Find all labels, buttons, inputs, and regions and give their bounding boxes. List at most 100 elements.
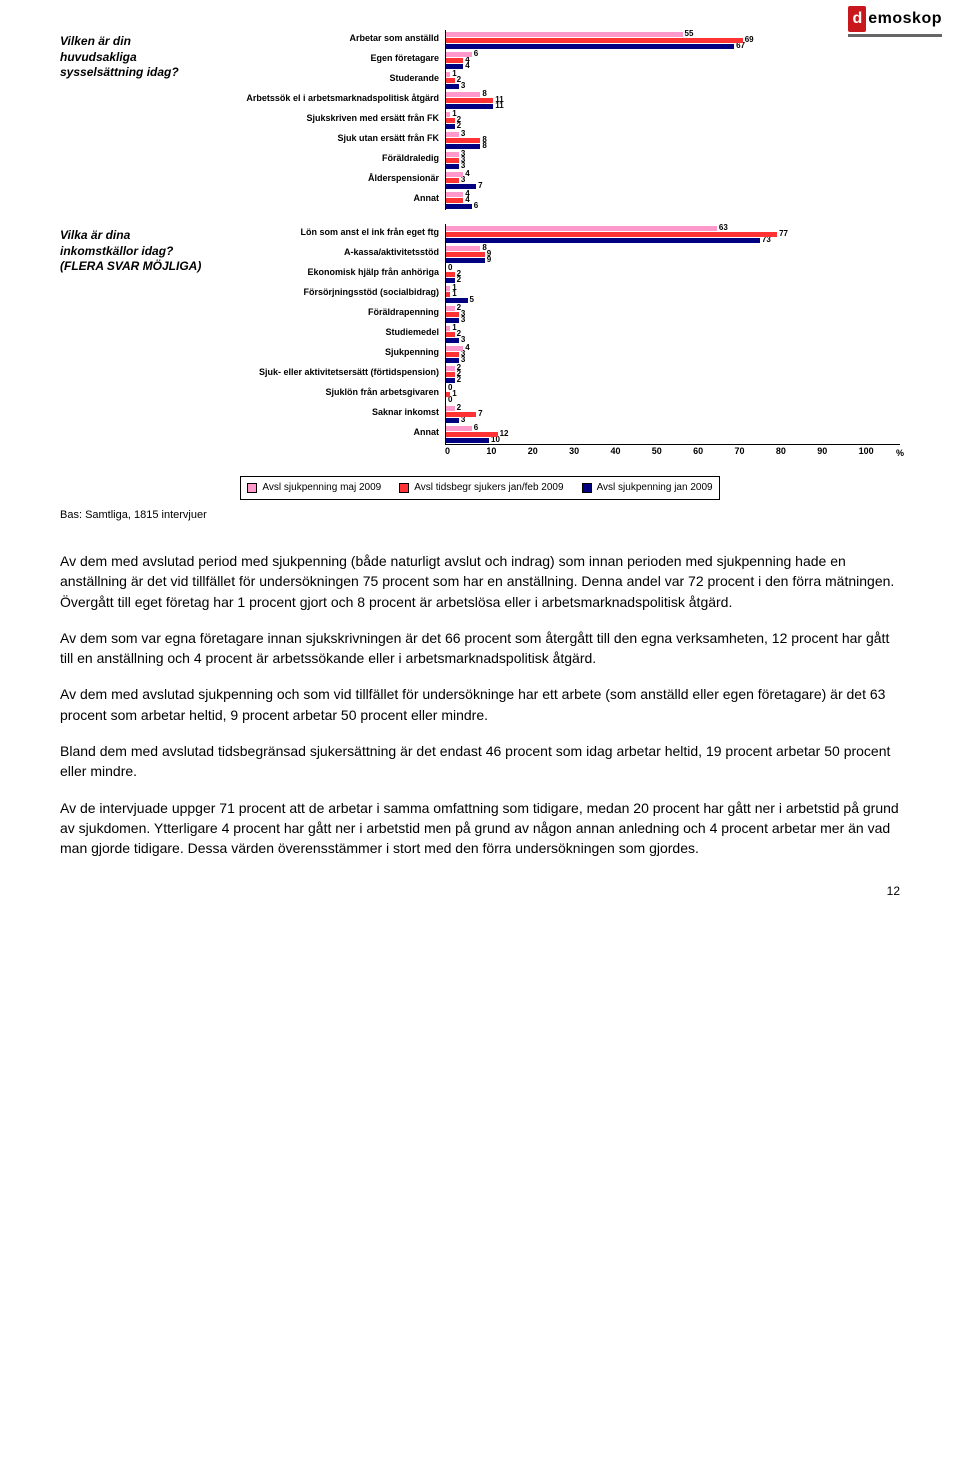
chart-1: Vilken är din huvudsakliga sysselsättnin… <box>60 30 900 210</box>
chart-bar-value: 2 <box>457 276 461 284</box>
legend-item: Avsl sjukpenning jan 2009 <box>582 481 713 495</box>
chart-bar-value: 77 <box>779 230 788 238</box>
chart-category-label: Sjuk- eller aktivitetsersätt (förtidspen… <box>215 364 445 382</box>
chart-bar-value: 1 <box>452 390 456 398</box>
chart-category-label: Ålderspensionär <box>215 170 445 188</box>
chart-bar <box>446 318 459 323</box>
paragraph: Av dem med avslutad period med sjukpenni… <box>60 551 900 612</box>
chart-1-question: Vilken är din huvudsakliga sysselsättnin… <box>60 30 215 210</box>
base-line: Bas: Samtliga, 1815 intervjuer <box>60 508 900 523</box>
chart-row: Studerande123 <box>215 70 890 90</box>
chart-category-label: Sjukpenning <box>215 344 445 362</box>
chart-bar <box>446 406 455 411</box>
chart-bar <box>446 84 459 89</box>
chart-row: Lön som anst el ink från eget ftg637773 <box>215 224 890 244</box>
chart-row: Försörjningsstöd (socialbidrag)115 <box>215 284 890 304</box>
chart-category-label: Arbetar som anställd <box>215 30 445 48</box>
legend-label: Avsl sjukpenning jan 2009 <box>597 481 713 495</box>
chart-bar <box>446 438 489 443</box>
axis-tick: 70 <box>735 445 776 458</box>
axis-tick: 80 <box>776 445 817 458</box>
chart-row: Ålderspensionär437 <box>215 170 890 190</box>
axis-tick: 60 <box>693 445 734 458</box>
chart-bar <box>446 158 459 163</box>
chart-row: Sjukskriven med ersätt från FK122 <box>215 110 890 130</box>
chart-row: Saknar inkomst273 <box>215 404 890 424</box>
paragraph: Av dem som var egna företagare innan sju… <box>60 628 900 669</box>
chart-row: Annat446 <box>215 190 890 210</box>
chart-bar <box>446 192 463 197</box>
chart-bar <box>446 286 450 291</box>
chart-bar-value: 12 <box>500 430 509 438</box>
chart-category-label: Studiemedel <box>215 324 445 342</box>
chart-bar <box>446 64 463 69</box>
chart-bar <box>446 132 459 137</box>
axis-tick: 90 <box>817 445 858 458</box>
chart-row: Ekonomisk hjälp från anhöriga022 <box>215 264 890 284</box>
chart-category-label: Sjuklön från arbetsgivaren <box>215 384 445 402</box>
chart-bar <box>446 346 463 351</box>
chart-bar-value: 7 <box>478 182 482 190</box>
chart-bar <box>446 58 463 63</box>
chart-bar <box>446 104 493 109</box>
legend-label: Avsl sjukpenning maj 2009 <box>262 481 381 495</box>
chart-bar <box>446 278 455 283</box>
chart-category-label: Saknar inkomst <box>215 404 445 422</box>
body-text: Av dem med avslutad period med sjukpenni… <box>60 551 900 859</box>
chart-bar-value: 3 <box>461 356 465 364</box>
chart-bar <box>446 418 459 423</box>
chart-bar <box>446 312 459 317</box>
chart-row: Egen företagare644 <box>215 50 890 70</box>
chart-bar <box>446 144 480 149</box>
chart-bar <box>446 332 455 337</box>
chart-bar <box>446 426 472 431</box>
chart-bar <box>446 138 480 143</box>
chart-bar <box>446 326 450 331</box>
chart-row: A-kassa/aktivitetsstöd899 <box>215 244 890 264</box>
chart-bar <box>446 44 734 49</box>
chart-bar-value: 4 <box>465 170 469 178</box>
axis-tick: 10 <box>486 445 527 458</box>
chart-bar <box>446 292 450 297</box>
chart-category-label: A-kassa/aktivitetsstöd <box>215 244 445 262</box>
chart-bar <box>446 306 455 311</box>
chart-row: Sjuk- eller aktivitetsersätt (förtidspen… <box>215 364 890 384</box>
legend-item: Avsl tidsbegr sjukers jan/feb 2009 <box>399 481 563 495</box>
chart-bar <box>446 92 480 97</box>
chart-row: Arbetssök el i arbetsmarknadspolitisk åt… <box>215 90 890 110</box>
chart-category-label: Annat <box>215 424 445 442</box>
chart-category-label: Annat <box>215 190 445 208</box>
chart-bar-value: 6 <box>474 50 478 58</box>
chart-bar-value: 67 <box>736 42 745 50</box>
chart-bar <box>446 152 459 157</box>
logo-prefix: d <box>848 6 866 32</box>
chart-row: Sjuk utan ersätt från FK388 <box>215 130 890 150</box>
paragraph: Av dem med avslutad sjukpenning och som … <box>60 684 900 725</box>
chart-category-label: Arbetssök el i arbetsmarknadspolitisk åt… <box>215 90 445 108</box>
chart-bar <box>446 204 472 209</box>
chart-bar-value: 9 <box>487 256 491 264</box>
chart-bar <box>446 352 459 357</box>
chart-row: Arbetar som anställd556967 <box>215 30 890 50</box>
chart-bar <box>446 172 463 177</box>
chart-bar-value: 69 <box>745 36 754 44</box>
chart-bar-value: 10 <box>491 436 500 444</box>
chart-bar <box>446 272 455 277</box>
chart-bar-value: 7 <box>478 410 482 418</box>
axis-tick: 40 <box>610 445 651 458</box>
chart-bar-value: 5 <box>470 296 474 304</box>
chart-bar <box>446 252 485 257</box>
chart-category-label: Studerande <box>215 70 445 88</box>
chart-category-label: Sjukskriven med ersätt från FK <box>215 110 445 128</box>
chart-bar <box>446 412 476 417</box>
chart-bar <box>446 78 455 83</box>
chart-bar <box>446 164 459 169</box>
chart-bar-value: 3 <box>461 316 465 324</box>
chart-bar-value: 6 <box>474 202 478 210</box>
chart-bar <box>446 246 480 251</box>
chart-bar <box>446 184 476 189</box>
chart-bar <box>446 232 777 237</box>
chart-bar <box>446 226 717 231</box>
chart-2: Vilka är dina inkomstkällor idag? (FLERA… <box>60 224 900 458</box>
chart-bar <box>446 32 683 37</box>
